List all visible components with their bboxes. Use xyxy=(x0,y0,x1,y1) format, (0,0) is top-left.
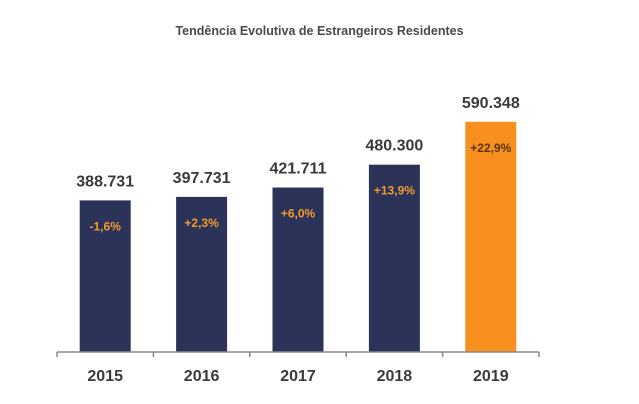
x-tick-label: 2015 xyxy=(87,368,123,385)
bar-2019 xyxy=(465,121,517,352)
change-label: +6,0% xyxy=(281,207,316,221)
bar-2016 xyxy=(176,196,228,352)
x-tick-label: 2019 xyxy=(473,368,509,385)
change-label: +22,9% xyxy=(470,141,511,155)
change-label: +13,9% xyxy=(374,184,415,198)
change-label: -1,6% xyxy=(90,219,122,233)
bar-2015 xyxy=(79,200,131,352)
change-label: +2,3% xyxy=(184,216,219,230)
bar-2018 xyxy=(368,164,420,352)
value-label: 421.711 xyxy=(270,161,327,178)
value-label: 590.348 xyxy=(462,95,520,112)
x-tick-label: 2016 xyxy=(184,368,220,385)
value-label: 397.731 xyxy=(173,170,231,187)
chart-title: Tendência Evolutiva de Estrangeiros Resi… xyxy=(175,24,464,38)
bar-2017 xyxy=(272,187,324,352)
x-tick-label: 2018 xyxy=(377,368,413,385)
value-label: 388.731 xyxy=(76,173,134,190)
x-tick-label: 2017 xyxy=(280,368,316,385)
value-label: 480.300 xyxy=(365,138,423,155)
